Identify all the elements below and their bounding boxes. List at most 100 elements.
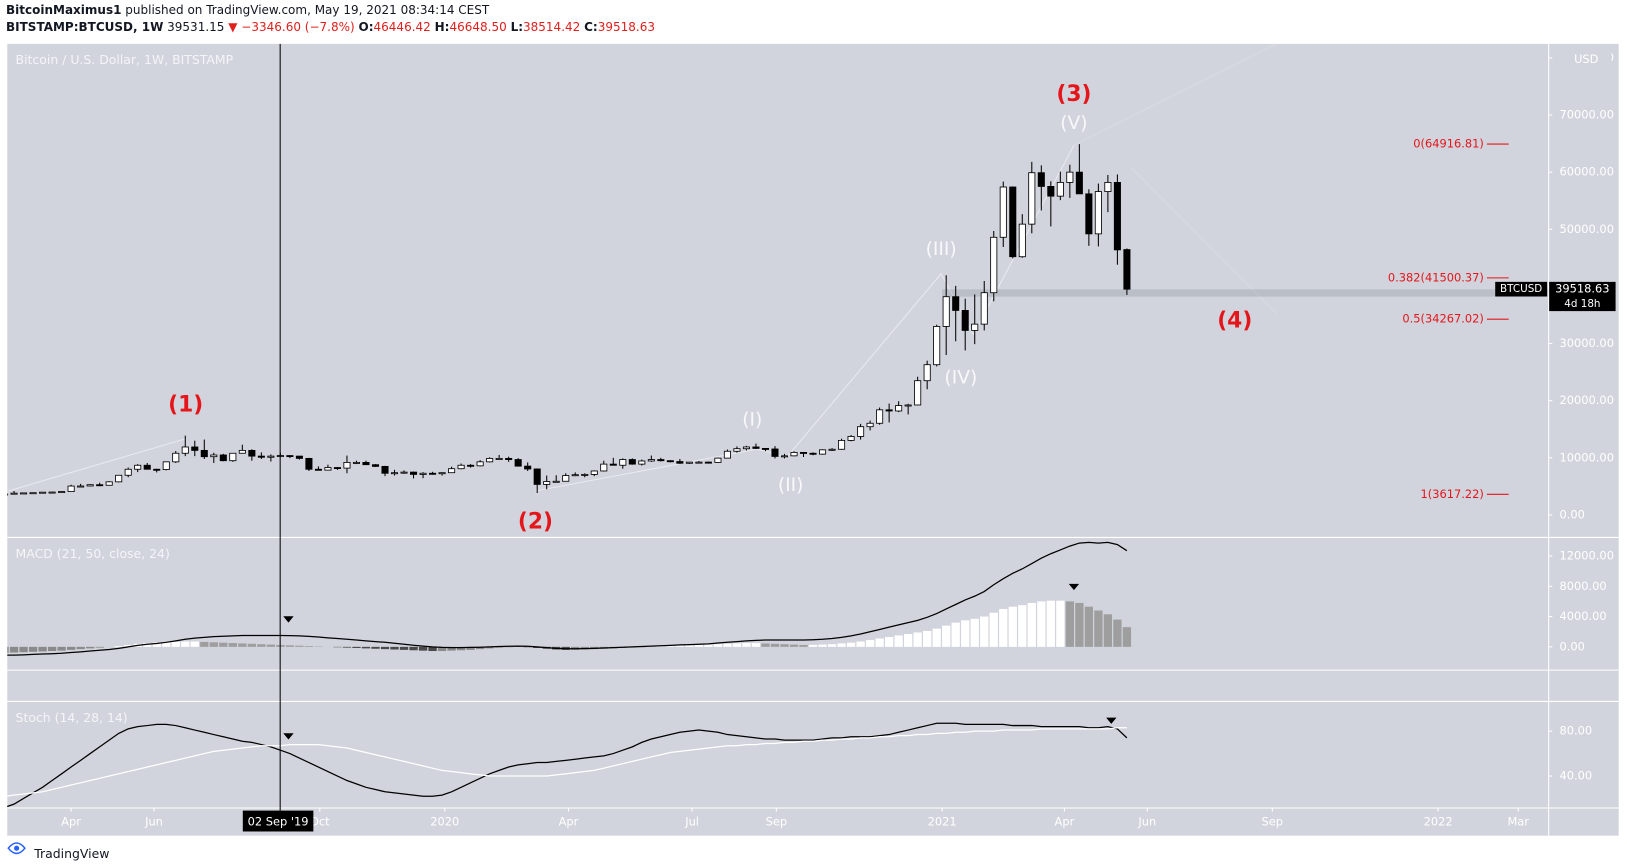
macd-histogram-bar <box>1018 605 1027 647</box>
candle-body <box>761 447 770 450</box>
candle-body <box>20 492 28 495</box>
candle-body <box>257 455 265 458</box>
candle-body <box>695 461 703 464</box>
candle-body <box>505 457 513 460</box>
macd-histogram-bar <box>1094 610 1103 647</box>
candle-body <box>619 459 627 466</box>
candle-body <box>1056 182 1064 197</box>
candle-body <box>162 461 170 470</box>
header: BitcoinMaximus1 published on TradingView… <box>6 2 655 36</box>
candle-body <box>1066 171 1074 183</box>
macd-histogram-bar <box>228 643 237 647</box>
x-tick-label: 2022 <box>1424 815 1453 829</box>
candle-body <box>191 446 199 451</box>
candle-body <box>562 475 570 482</box>
macd-pane <box>7 541 1132 656</box>
macd-histogram-bar <box>723 643 732 647</box>
candle-body <box>904 404 912 407</box>
published: published on TradingView.com, May 19, 20… <box>125 3 490 17</box>
macd-histogram-bar <box>951 622 960 647</box>
candle-body <box>419 472 427 475</box>
macd-histogram-bar <box>295 645 304 647</box>
macd-histogram-bar <box>1075 602 1084 647</box>
candle-body <box>181 446 189 454</box>
candle-body <box>10 492 18 495</box>
h-value: 46648.50 <box>449 20 507 34</box>
candle-body <box>838 439 846 450</box>
macd-histogram-bar <box>85 646 95 649</box>
macd-histogram-bar <box>418 646 428 651</box>
o-label: O: <box>358 20 374 34</box>
macd-histogram-bar <box>171 641 180 647</box>
candle-body <box>476 461 484 467</box>
x-tick-label: Apr <box>61 815 81 829</box>
candle-body <box>771 448 779 457</box>
macd-histogram-bar <box>152 642 161 647</box>
candle-body <box>990 236 998 294</box>
unit-label: USD <box>1574 52 1599 66</box>
last-price: 39531.15 <box>167 20 225 34</box>
candle-body <box>343 461 351 469</box>
fib-label: 0.382(41500.37) <box>1388 270 1484 284</box>
candle-body <box>248 449 256 457</box>
macd-histogram-bar <box>66 646 76 650</box>
macd-histogram-bar <box>675 645 685 647</box>
wave-label: (3) <box>1056 82 1091 107</box>
macd-histogram-bar <box>751 643 761 647</box>
macd-histogram-bar <box>38 646 47 652</box>
wave-label: (4) <box>1217 309 1252 334</box>
candle-body <box>371 464 380 467</box>
macd-histogram-bar <box>9 646 19 653</box>
macd-histogram-bar <box>361 646 371 649</box>
countdown: 4d 18h <box>1564 298 1600 310</box>
candle-body <box>638 460 646 465</box>
candle-body <box>362 461 370 466</box>
macd-histogram-bar <box>761 643 770 647</box>
macd-histogram-bar <box>114 646 123 647</box>
candle-body <box>543 481 551 485</box>
macd-histogram-bar <box>856 641 865 647</box>
o-value: 46446.42 <box>373 20 431 34</box>
crosshair-label-box <box>242 810 314 832</box>
x-tick-label: Sep <box>1262 815 1283 829</box>
macd-histogram-bar <box>28 646 38 652</box>
macd-histogram-bar <box>162 642 171 647</box>
macd-histogram-bar <box>428 646 437 652</box>
candle-body <box>267 455 275 458</box>
candle-body <box>742 446 750 450</box>
macd-histogram-bar <box>371 646 380 649</box>
candle-body <box>172 452 180 463</box>
macd-histogram-bar <box>285 645 295 647</box>
candle-body <box>704 461 712 464</box>
candle-body <box>1009 186 1017 258</box>
macd-histogram-bar <box>76 646 85 650</box>
candle-body <box>229 452 237 462</box>
macd-histogram-bar <box>789 644 799 647</box>
macd-histogram-bar <box>704 644 713 647</box>
candle-body <box>676 461 684 464</box>
footer: TradingView <box>7 842 109 861</box>
candle-body <box>980 292 988 325</box>
macd-histogram-bar <box>209 642 218 647</box>
macd-histogram-bar <box>799 644 808 647</box>
candle-body <box>647 459 655 462</box>
price-pane <box>7 144 1131 496</box>
x-tick-label: Jun <box>1137 815 1156 829</box>
crosshair-label: 02 Sep '19 <box>248 815 309 829</box>
macd-histogram-bar <box>409 646 418 651</box>
candle-body <box>448 468 456 474</box>
candle-body <box>295 455 303 459</box>
x-tick-label: Mar <box>1507 815 1529 829</box>
candle-body <box>942 296 950 327</box>
macd-histogram-bar <box>247 643 256 647</box>
macd-histogram-bar <box>95 646 104 648</box>
macd-histogram-bar <box>875 638 884 647</box>
candle-body <box>124 468 132 476</box>
candle-body <box>657 459 665 462</box>
wave-label: (2) <box>518 509 553 534</box>
macd-histogram-bar <box>475 646 485 650</box>
y-tick-label: 40.00 <box>1560 769 1593 783</box>
macd-histogram-bar <box>713 644 723 647</box>
candle-body <box>799 451 808 454</box>
